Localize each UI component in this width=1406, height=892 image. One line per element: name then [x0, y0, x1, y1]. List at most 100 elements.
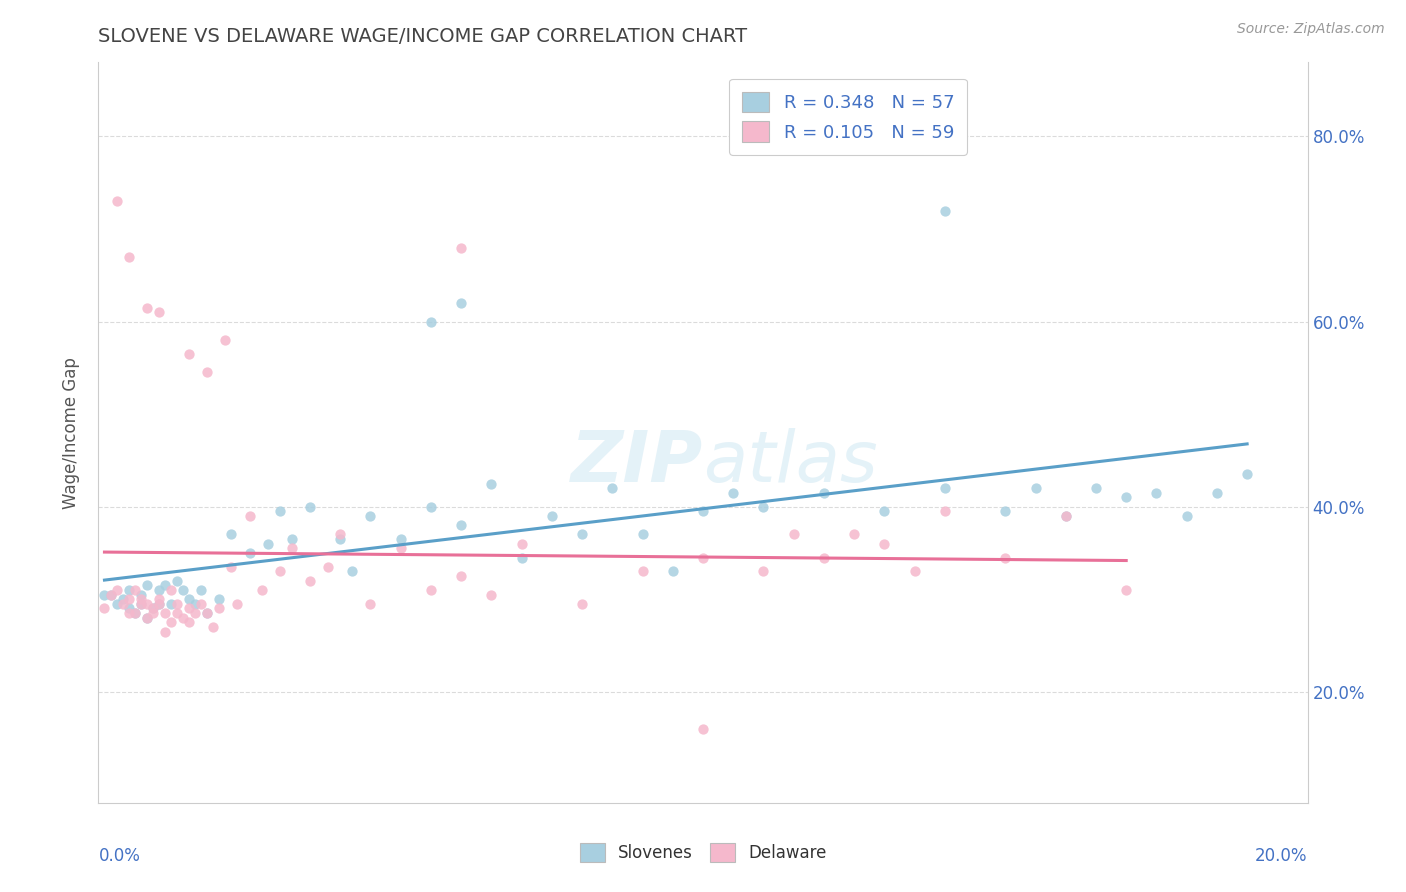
- Point: [1115, 491, 1137, 505]
- Point: [450, 518, 472, 533]
- Point: [148, 582, 170, 597]
- Point: [124, 606, 146, 620]
- Point: [142, 601, 165, 615]
- Point: [631, 565, 654, 579]
- Point: [118, 250, 141, 264]
- Point: [148, 597, 170, 611]
- Point: [299, 574, 322, 588]
- Point: [540, 508, 562, 523]
- Point: [1175, 508, 1198, 523]
- Point: [661, 565, 683, 579]
- Point: [118, 592, 141, 607]
- Point: [129, 588, 152, 602]
- Point: [111, 597, 134, 611]
- Point: [752, 500, 775, 514]
- Point: [481, 476, 503, 491]
- Point: [692, 722, 714, 736]
- Point: [602, 481, 624, 495]
- Point: [153, 624, 176, 639]
- Point: [202, 620, 225, 634]
- Point: [148, 305, 170, 319]
- Point: [179, 601, 201, 615]
- Point: [813, 550, 835, 565]
- Point: [135, 578, 157, 592]
- Point: [1206, 485, 1229, 500]
- Point: [221, 527, 243, 541]
- Point: [142, 606, 165, 620]
- Point: [166, 597, 188, 611]
- Point: [752, 565, 775, 579]
- Point: [360, 597, 382, 611]
- Point: [342, 565, 364, 579]
- Point: [172, 582, 194, 597]
- Point: [994, 504, 1017, 518]
- Text: atlas: atlas: [703, 428, 877, 497]
- Point: [148, 592, 170, 607]
- Point: [329, 532, 352, 546]
- Point: [100, 588, 122, 602]
- Point: [195, 606, 218, 620]
- Point: [105, 582, 128, 597]
- Point: [129, 597, 152, 611]
- Text: 20.0%: 20.0%: [1256, 847, 1308, 865]
- Point: [214, 333, 236, 347]
- Point: [166, 574, 188, 588]
- Point: [873, 504, 896, 518]
- Point: [1115, 582, 1137, 597]
- Point: [160, 582, 183, 597]
- Point: [179, 615, 201, 630]
- Point: [510, 536, 533, 550]
- Point: [208, 592, 231, 607]
- Point: [135, 610, 157, 624]
- Y-axis label: Wage/Income Gap: Wage/Income Gap: [62, 357, 80, 508]
- Point: [389, 532, 412, 546]
- Point: [1085, 481, 1108, 495]
- Point: [571, 597, 593, 611]
- Point: [450, 296, 472, 310]
- Point: [172, 610, 194, 624]
- Point: [239, 546, 262, 560]
- Point: [1024, 481, 1046, 495]
- Point: [723, 485, 745, 500]
- Point: [195, 366, 218, 380]
- Point: [813, 485, 835, 500]
- Point: [329, 527, 352, 541]
- Point: [420, 314, 443, 328]
- Point: [783, 527, 806, 541]
- Point: [190, 597, 212, 611]
- Point: [153, 578, 176, 592]
- Point: [208, 601, 231, 615]
- Point: [281, 532, 304, 546]
- Point: [692, 504, 714, 518]
- Point: [148, 597, 170, 611]
- Point: [1054, 508, 1077, 523]
- Point: [111, 592, 134, 607]
- Point: [129, 597, 152, 611]
- Point: [1144, 485, 1167, 500]
- Point: [184, 597, 207, 611]
- Point: [135, 597, 157, 611]
- Point: [256, 536, 278, 550]
- Point: [934, 504, 956, 518]
- Point: [166, 606, 188, 620]
- Point: [118, 601, 141, 615]
- Point: [190, 582, 212, 597]
- Point: [142, 601, 165, 615]
- Point: [281, 541, 304, 556]
- Point: [631, 527, 654, 541]
- Point: [221, 559, 243, 574]
- Point: [269, 565, 291, 579]
- Point: [135, 301, 157, 315]
- Point: [129, 592, 152, 607]
- Point: [510, 550, 533, 565]
- Point: [420, 500, 443, 514]
- Point: [1054, 508, 1077, 523]
- Point: [184, 606, 207, 620]
- Point: [450, 569, 472, 583]
- Point: [105, 597, 128, 611]
- Point: [934, 481, 956, 495]
- Point: [179, 592, 201, 607]
- Point: [269, 504, 291, 518]
- Point: [389, 541, 412, 556]
- Point: [124, 582, 146, 597]
